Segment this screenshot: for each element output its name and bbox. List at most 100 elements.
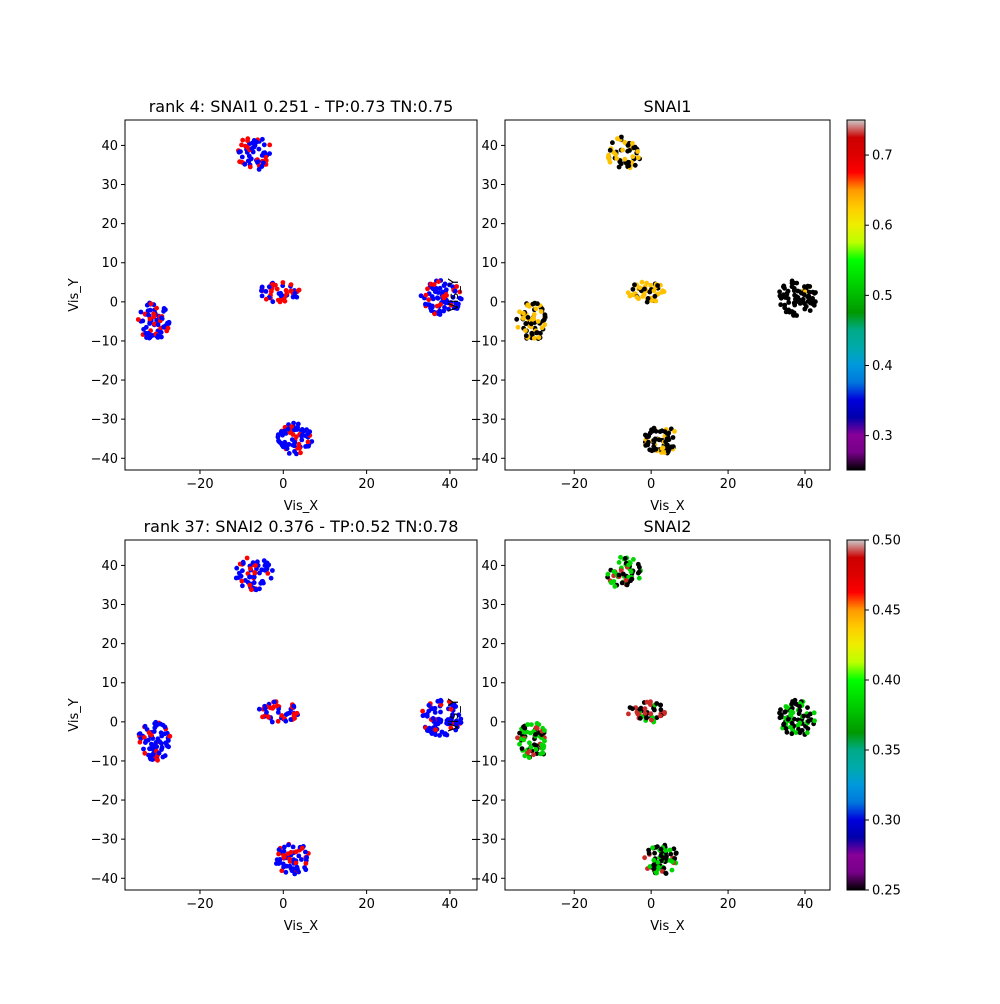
data-point: [241, 561, 246, 566]
data-point: [423, 292, 429, 298]
data-point: [652, 707, 657, 713]
data-point: [646, 439, 651, 445]
data-point: [237, 159, 243, 165]
scatter-points: [135, 136, 464, 457]
y-tick-label: −40: [91, 872, 118, 887]
data-point: [620, 571, 626, 577]
data-point: [291, 703, 297, 709]
data-point: [627, 293, 633, 299]
data-point: [453, 727, 459, 733]
x-tick-label: 20: [720, 897, 737, 912]
axes-frame: [504, 119, 831, 471]
data-point: [642, 286, 647, 292]
data-point: [262, 706, 268, 711]
data-point: [270, 282, 276, 287]
data-point: [669, 444, 674, 450]
data-point: [249, 587, 254, 593]
data-point: [536, 722, 542, 727]
data-point: [532, 300, 538, 306]
data-point: [786, 300, 792, 305]
colorbar-tick-label: 0.3: [872, 429, 893, 444]
data-point: [519, 746, 525, 751]
data-point: [295, 421, 301, 427]
data-point: [289, 424, 294, 429]
data-point: [781, 283, 787, 289]
data-point: [159, 745, 165, 750]
data-point: [247, 582, 253, 588]
data-point: [635, 149, 641, 154]
data-point: [433, 727, 438, 733]
data-point: [668, 851, 674, 857]
data-point: [670, 435, 676, 440]
data-point: [651, 857, 657, 863]
data-point: [161, 324, 167, 330]
y-tick-label: 20: [101, 217, 118, 232]
data-point: [141, 746, 146, 752]
y-tick-label: −10: [471, 334, 498, 349]
y-tick-label: −20: [471, 374, 498, 389]
data-point: [303, 861, 309, 866]
data-point: [146, 312, 151, 318]
data-point: [279, 713, 285, 718]
data-point: [161, 306, 167, 311]
data-point: [438, 709, 443, 715]
data-point: [658, 853, 664, 859]
data-point: [637, 715, 643, 721]
data-point: [444, 732, 450, 738]
data-point: [294, 427, 300, 432]
data-point: [426, 702, 432, 708]
data-point: [651, 288, 657, 294]
data-point: [307, 429, 313, 435]
data-point: [146, 730, 152, 736]
data-point: [522, 725, 528, 731]
data-point: [299, 434, 305, 439]
data-point: [788, 709, 794, 714]
data-point: [303, 867, 309, 873]
data-point: [268, 575, 274, 581]
data-point: [785, 288, 791, 294]
data-point: [255, 559, 260, 565]
data-point: [450, 702, 456, 707]
data-point: [813, 290, 818, 295]
data-point: [640, 294, 646, 299]
data-point: [303, 849, 308, 855]
data-point: [521, 310, 526, 316]
data-point: [619, 134, 624, 140]
data-point: [447, 721, 453, 726]
data-point: [304, 855, 310, 860]
data-point: [239, 578, 245, 584]
y-tick-label: −10: [471, 754, 498, 769]
data-point: [429, 294, 435, 299]
data-point: [797, 704, 802, 709]
y-tick-label: 30: [481, 178, 498, 193]
data-point: [534, 330, 539, 336]
data-point: [439, 729, 445, 735]
data-point: [239, 154, 245, 160]
data-point: [533, 747, 539, 752]
data-point: [655, 844, 660, 850]
y-tick-label: 10: [481, 256, 498, 271]
data-point: [669, 867, 675, 873]
data-point: [287, 856, 292, 862]
data-point: [807, 308, 813, 313]
data-point: [797, 730, 803, 736]
x-tick-label: 20: [720, 477, 737, 492]
data-point: [542, 312, 548, 318]
data-point: [280, 280, 286, 285]
data-point: [632, 162, 638, 168]
data-point: [656, 437, 662, 443]
colorbar-gradient: [846, 539, 866, 891]
data-point: [529, 722, 534, 727]
x-tick-label: 0: [279, 897, 287, 912]
y-tick-label: −30: [91, 413, 118, 428]
data-point: [811, 302, 817, 308]
data-point: [647, 447, 653, 453]
colorbar-tick-label: 0.50: [872, 534, 901, 549]
colorbar-tick-label: 0.45: [872, 604, 901, 619]
data-point: [663, 439, 668, 445]
data-point: [138, 309, 144, 315]
data-point: [245, 138, 250, 144]
data-point: [616, 164, 622, 170]
axes-frame: [124, 539, 478, 891]
data-point: [630, 286, 636, 292]
